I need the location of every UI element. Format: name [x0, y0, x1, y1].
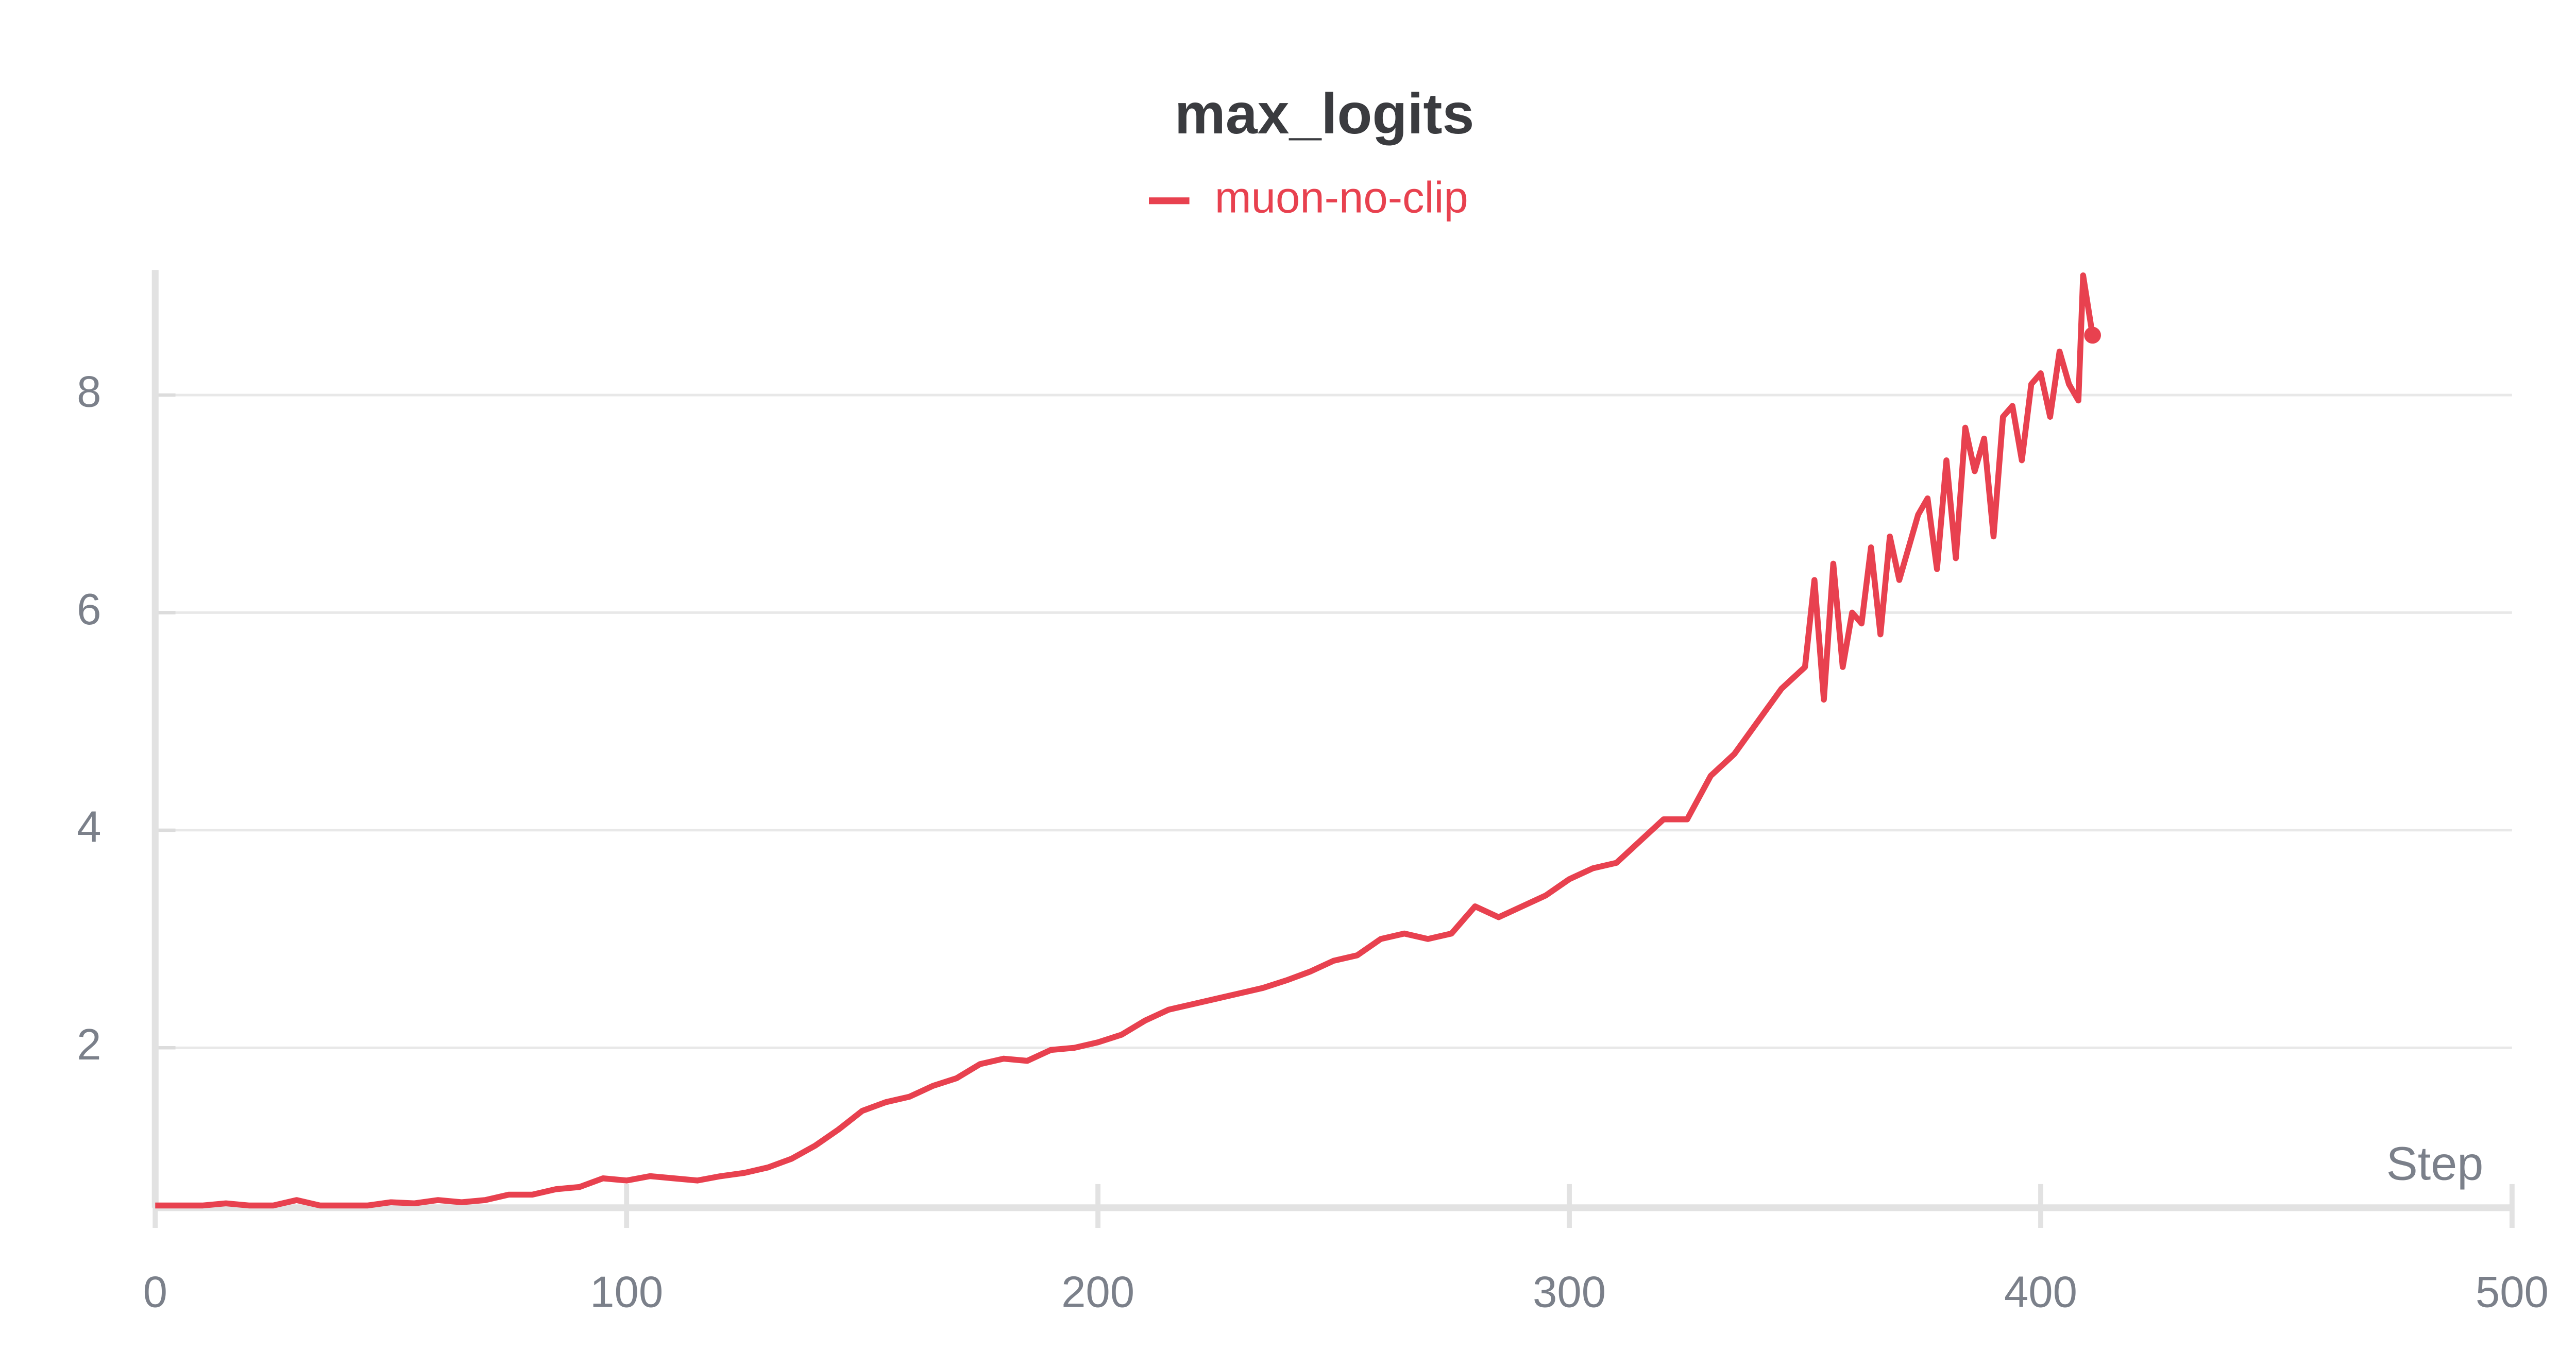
x-tick-label: 400	[2004, 1268, 2077, 1317]
x-tick-label: 300	[1533, 1268, 1606, 1317]
x-tick-label: 200	[1061, 1268, 1134, 1317]
chart-title: max_logits	[1175, 81, 1475, 146]
y-tick-label: 2	[77, 1020, 101, 1069]
x-axis-label: Step	[2386, 1137, 2484, 1190]
x-tick-label: 0	[143, 1268, 167, 1317]
x-tick-label: 500	[2476, 1268, 2549, 1317]
series-line	[155, 272, 2096, 1209]
last-point	[2084, 327, 2101, 344]
x-tick-label: 100	[590, 1268, 663, 1317]
y-tick-label: 4	[77, 802, 101, 851]
y-tick-label: 6	[77, 585, 101, 634]
legend-label: muon-no-clip	[1215, 173, 1468, 222]
y-tick-label: 8	[77, 367, 101, 416]
